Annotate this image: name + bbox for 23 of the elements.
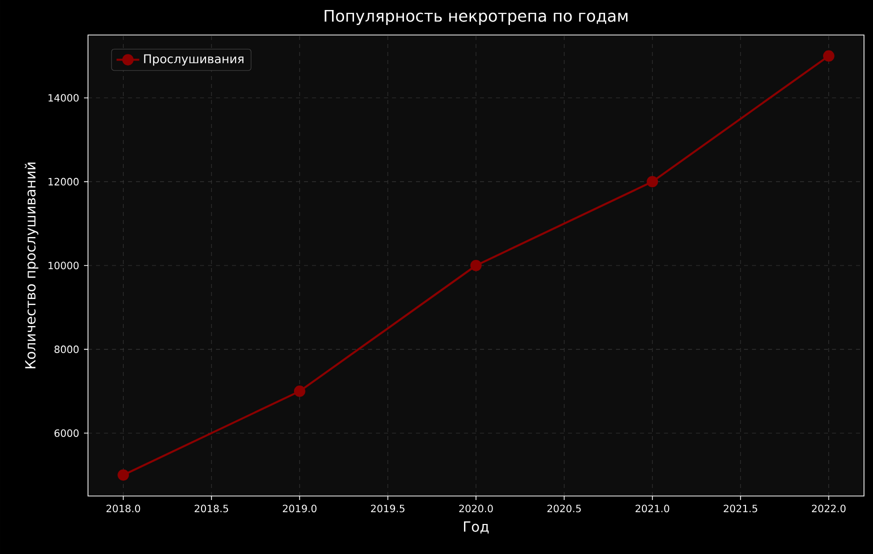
- y-tick-label: 14000: [48, 94, 79, 102]
- y-tick-label: 6000: [54, 429, 79, 437]
- x-tick-label: 2019.0: [282, 504, 316, 512]
- x-tick-label: 2021.0: [636, 504, 670, 512]
- point: [470, 260, 482, 272]
- y-tick-label: 10000: [48, 262, 79, 270]
- y-tick-label: 8000: [54, 346, 79, 354]
- point: [823, 50, 834, 62]
- point: [646, 176, 658, 188]
- legend-label: Прослушивания: [144, 54, 244, 66]
- point: [294, 386, 306, 397]
- x-tick-label: 2020.0: [459, 504, 493, 512]
- x-tick-label: 2019.5: [371, 504, 404, 512]
- y-tick-label: 12000: [48, 178, 79, 186]
- y-axis-title: Количество прослушиваний: [24, 162, 38, 368]
- x-tick-label: 2020.5: [547, 504, 581, 512]
- chart-title: Популярность некротрепа по годам: [324, 10, 628, 25]
- x-tick-label: 2022.0: [812, 504, 846, 512]
- point: [118, 469, 129, 481]
- x-axis-title: Год: [464, 521, 489, 534]
- x-tick-label: 2021.5: [724, 504, 758, 512]
- x-tick-label: 2018.0: [106, 504, 140, 512]
- x-tick-label: 2018.5: [194, 504, 228, 512]
